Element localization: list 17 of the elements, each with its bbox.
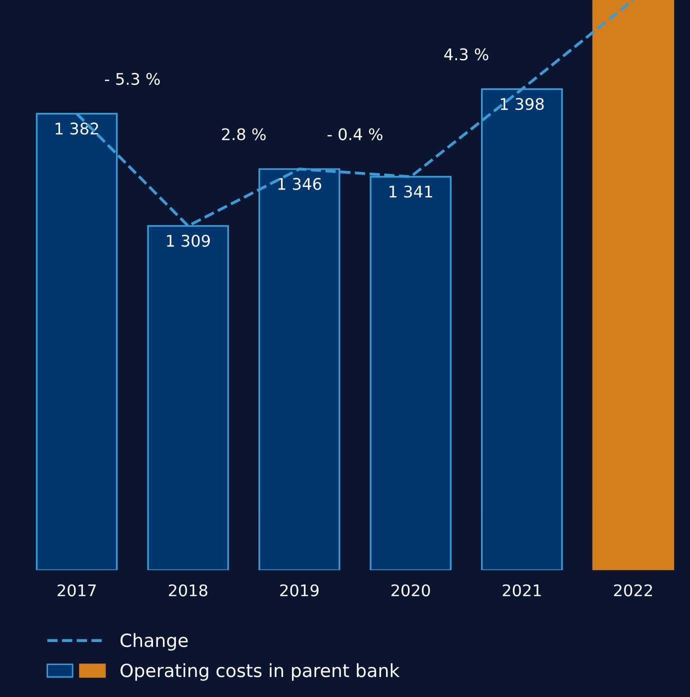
x-tick-label: 2017 xyxy=(58,584,96,596)
data-label: 1 341 xyxy=(390,186,432,198)
data-label: 1 382 xyxy=(56,122,98,135)
x-tick-label: 2021 xyxy=(502,584,541,596)
x-tick-label: 2022 xyxy=(614,584,652,596)
x-tick-label: 2019 xyxy=(280,584,319,596)
data-label: 1 346 xyxy=(278,178,322,190)
x-tick-label: 2020 xyxy=(392,584,430,596)
legend-label: Operating costs in parent bank xyxy=(120,663,400,681)
annotation: 2.8 % xyxy=(222,128,266,140)
annotation: - 5.3 % xyxy=(104,72,160,85)
legend-label: Change xyxy=(120,633,188,651)
x-tick-label: 2018 xyxy=(168,584,208,596)
data-label: 1 398 xyxy=(500,98,544,110)
annotation: 4.3 % xyxy=(444,48,488,60)
data-label: 1 309 xyxy=(166,234,210,247)
annotation: - 0.4 % xyxy=(328,128,382,140)
